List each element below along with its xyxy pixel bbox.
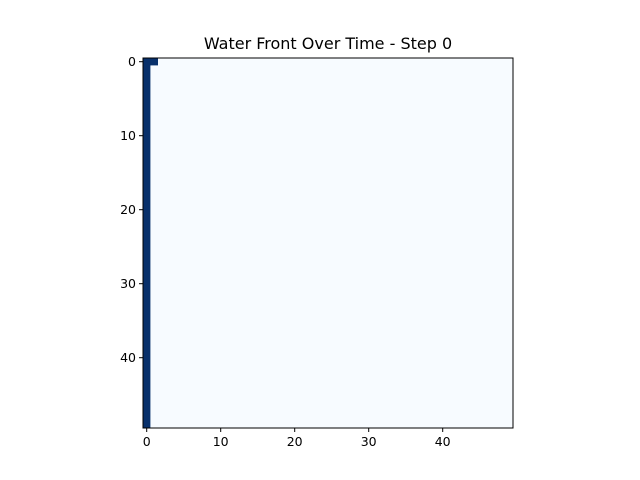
water-column (143, 58, 151, 428)
x-tick-label: 40 (435, 434, 451, 449)
y-tick-label: 30 (120, 276, 136, 291)
y-tick-label: 40 (120, 350, 136, 365)
water-cell (143, 58, 151, 66)
x-tick-label: 20 (287, 434, 303, 449)
x-tick-label: 30 (361, 434, 377, 449)
x-tick-label: 0 (143, 434, 151, 449)
heatmap-background (143, 58, 513, 428)
water-cell (150, 58, 158, 66)
chart-title: Water Front Over Time - Step 0 (204, 34, 452, 53)
y-tick-label: 10 (120, 128, 136, 143)
x-axis: 0 10 20 30 40 (143, 428, 451, 449)
y-axis: 0 10 20 30 40 (120, 54, 143, 365)
heatmap-cells (143, 58, 513, 428)
y-tick-label: 20 (120, 202, 136, 217)
plot-frame (142, 57, 514, 429)
x-tick-label: 10 (213, 434, 229, 449)
y-tick-label: 0 (128, 54, 136, 69)
